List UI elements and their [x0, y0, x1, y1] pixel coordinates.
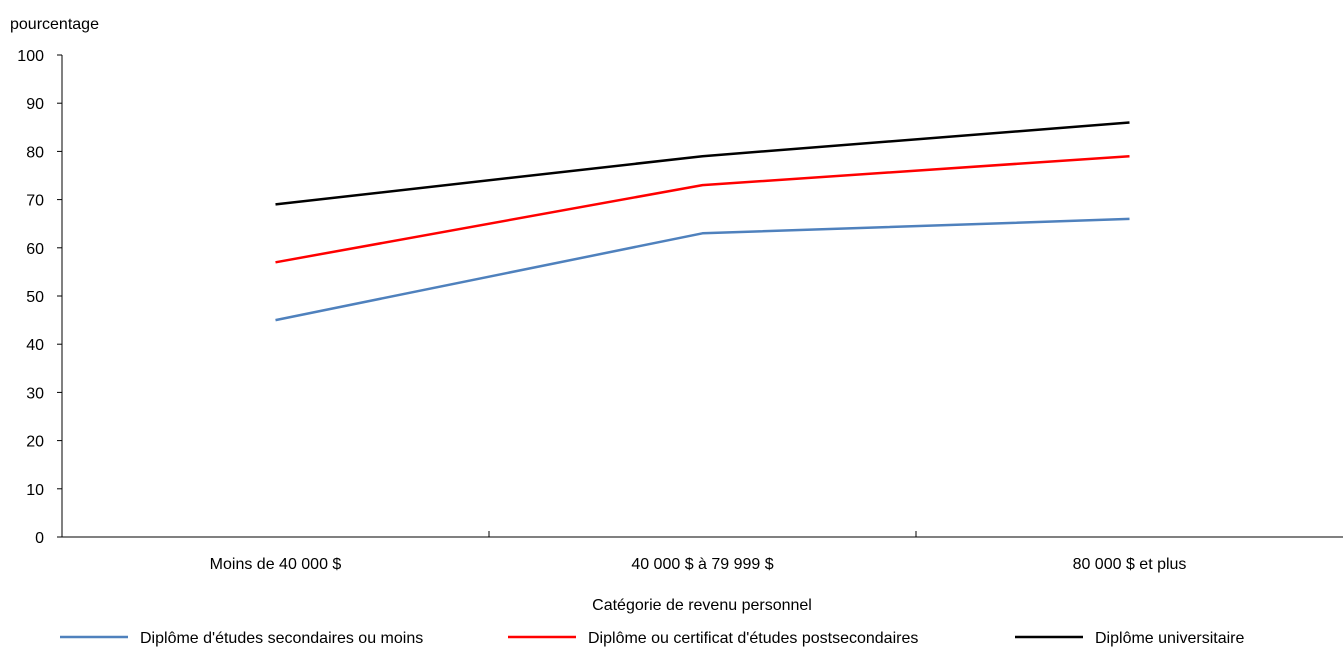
series-line-3: [275, 121, 1130, 206]
y-tick-label: 70: [26, 193, 44, 210]
y-axis-title: pourcentage: [10, 16, 99, 33]
y-tick-label: 30: [26, 385, 44, 402]
x-axis-title: Catégorie de revenu personnel: [592, 597, 812, 614]
legend-label: Diplôme d'études secondaires ou moins: [140, 630, 423, 647]
x-tick-label: 40 000 $ à 79 999 $: [631, 556, 773, 573]
y-tick-label: 100: [17, 48, 44, 65]
x-axis: Moins de 40 000 $ 40 000 $ à 79 999 $ 80 0…: [210, 531, 1187, 573]
x-tick-label: Moins de 40 000 $: [210, 556, 342, 573]
y-tick-label: 10: [26, 482, 44, 499]
y-tick-label: 80: [26, 144, 44, 161]
y-tick-label: 60: [26, 241, 44, 258]
y-tick-label: 0: [35, 530, 44, 547]
series-layer: [275, 121, 1130, 322]
y-tick-label: 40: [26, 337, 44, 354]
legend-label: Diplôme ou certificat d'études postsecon…: [588, 630, 918, 647]
x-tick-label: 80 000 $ et plus: [1073, 556, 1187, 573]
plot-frame: [61, 55, 1343, 538]
series-line-2: [275, 154, 1130, 264]
legend-label: Diplôme universitaire: [1095, 630, 1244, 647]
y-tick-label: 20: [26, 434, 44, 451]
series-line-1: [275, 217, 1130, 322]
y-axis: 0 10 20 30 40 50 60 70 80 90 100: [17, 48, 62, 547]
legend: Diplôme d'études secondaires ou moins Dip…: [60, 630, 1244, 647]
y-tick-label: 90: [26, 96, 44, 113]
y-tick-label: 50: [26, 289, 44, 306]
